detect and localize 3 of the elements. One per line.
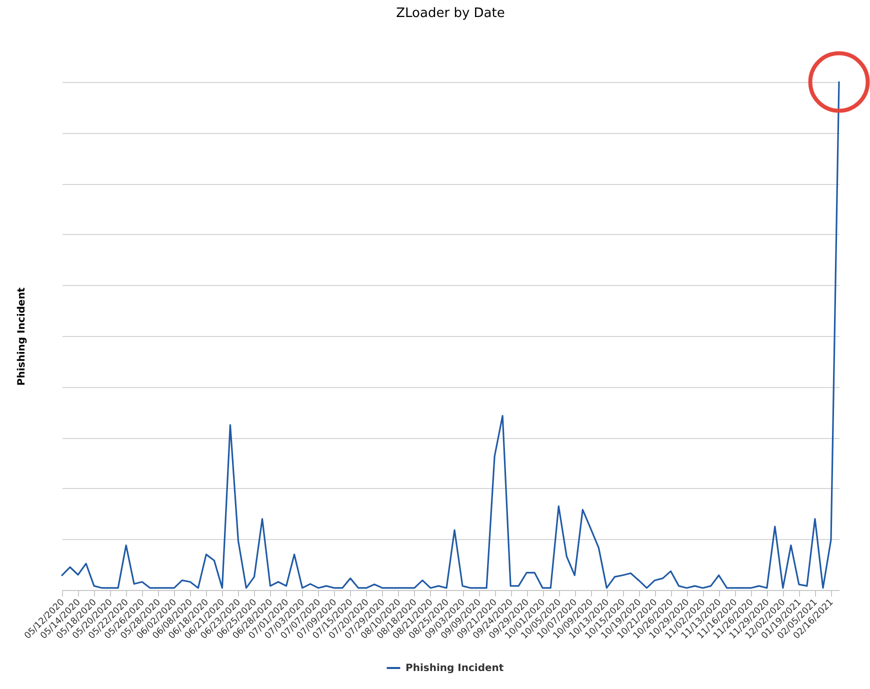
y-axis-title: Phishing Incident <box>16 287 28 386</box>
legend-label: Phishing Incident <box>406 663 504 674</box>
chart-title: ZLoader by Date <box>396 6 505 21</box>
